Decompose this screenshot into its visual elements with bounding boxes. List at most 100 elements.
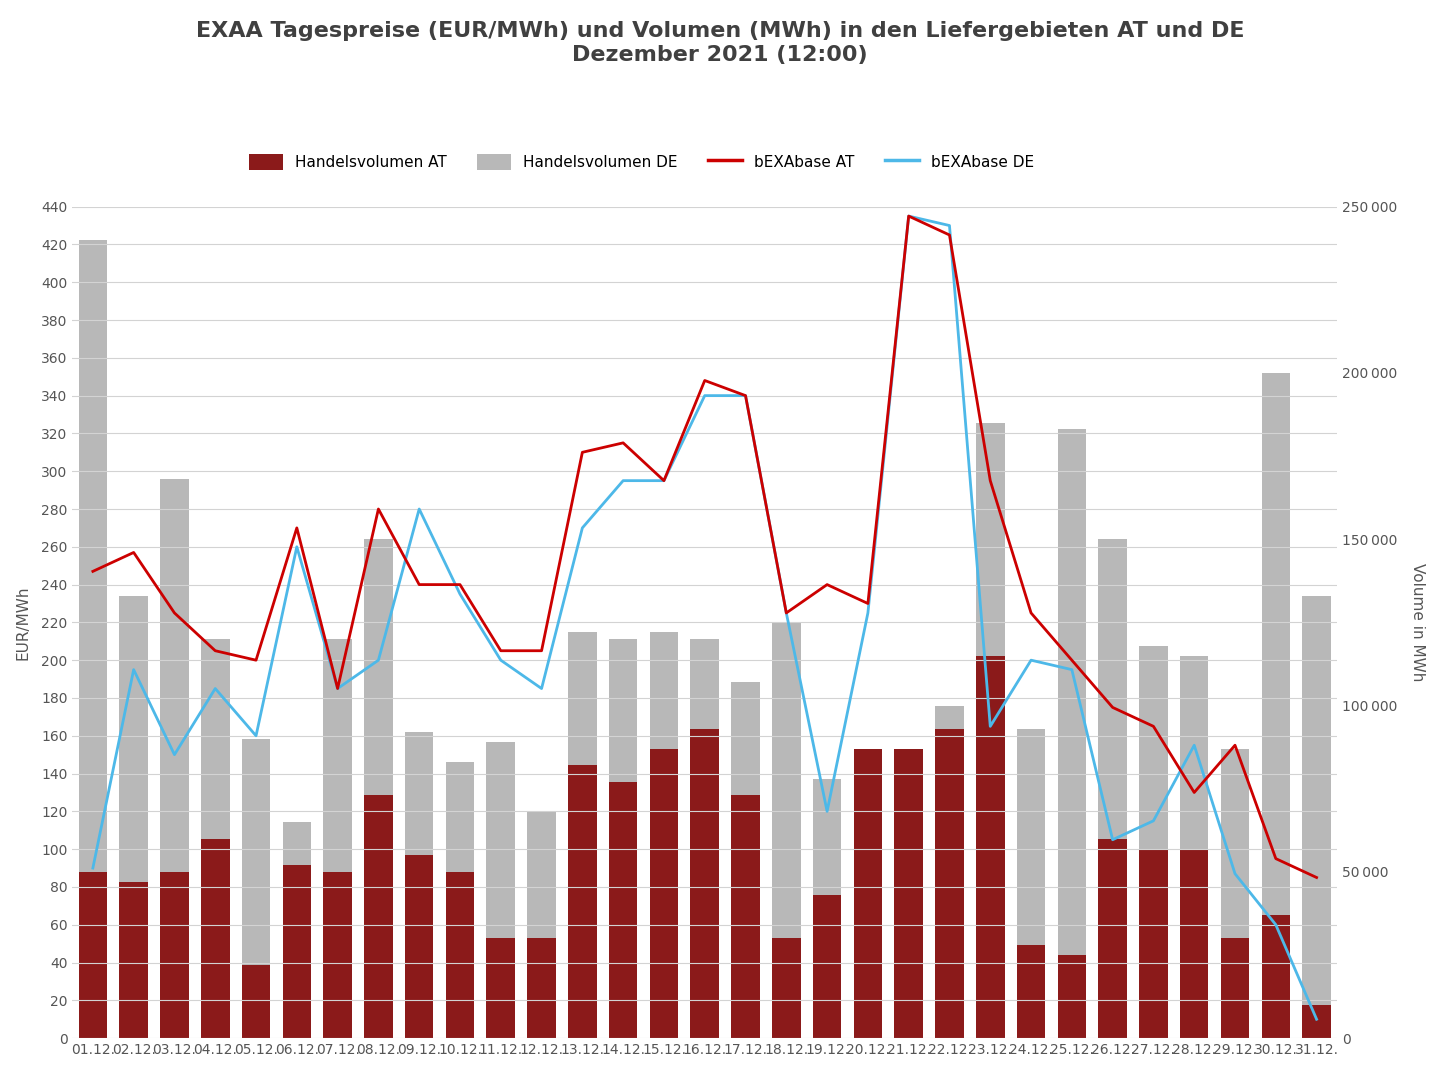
Bar	[976, 422, 1005, 1038]
bEXAbase AT	[84, 565, 101, 578]
bEXAbase DE	[982, 720, 999, 733]
Bar	[1261, 373, 1290, 1038]
Bar	[1139, 849, 1168, 1038]
Bar	[569, 632, 596, 1038]
Bar	[120, 596, 148, 1038]
bEXAbase DE	[778, 607, 795, 620]
bEXAbase DE	[1145, 815, 1162, 828]
bEXAbase AT	[900, 210, 917, 223]
Bar	[1057, 430, 1086, 1038]
bEXAbase DE	[655, 474, 672, 487]
bEXAbase DE	[248, 729, 265, 742]
bEXAbase AT	[778, 607, 795, 620]
Bar	[854, 748, 883, 1038]
Bar	[812, 895, 841, 1038]
Bar	[79, 872, 107, 1038]
Line: bEXAbase DE: bEXAbase DE	[92, 217, 1316, 1019]
Bar	[1099, 539, 1128, 1038]
bEXAbase DE	[1308, 1013, 1325, 1026]
Bar	[854, 772, 883, 1038]
bEXAbase AT	[1104, 701, 1122, 714]
Bar	[690, 639, 719, 1038]
Bar	[282, 822, 311, 1038]
Bar	[1099, 838, 1128, 1038]
Bar	[202, 838, 229, 1038]
bEXAbase DE	[533, 682, 550, 695]
bEXAbase DE	[1104, 833, 1122, 846]
bEXAbase DE	[1063, 664, 1080, 676]
Bar	[1139, 645, 1168, 1038]
Bar	[772, 938, 801, 1038]
bEXAbase AT	[655, 474, 672, 487]
Bar	[324, 872, 351, 1038]
Bar	[120, 882, 148, 1038]
bEXAbase AT	[1145, 720, 1162, 733]
Bar	[772, 623, 801, 1038]
Bar	[569, 765, 596, 1038]
bEXAbase DE	[84, 862, 101, 875]
Y-axis label: EUR/MWh: EUR/MWh	[14, 585, 30, 659]
bEXAbase AT	[982, 474, 999, 487]
Bar	[1179, 656, 1208, 1038]
Bar	[487, 742, 516, 1038]
Bar	[364, 539, 393, 1038]
bEXAbase DE	[696, 389, 713, 402]
Bar	[1017, 729, 1045, 1038]
Bar	[609, 639, 638, 1038]
bEXAbase DE	[1227, 867, 1244, 880]
Bar	[242, 965, 271, 1038]
bEXAbase AT	[1185, 786, 1202, 799]
Bar	[527, 938, 556, 1038]
Bar	[1261, 915, 1290, 1038]
bEXAbase AT	[1267, 852, 1284, 865]
bEXAbase AT	[1308, 872, 1325, 884]
bEXAbase AT	[1063, 654, 1080, 667]
Bar	[690, 729, 719, 1038]
Bar	[1221, 938, 1250, 1038]
Bar	[649, 632, 678, 1038]
bEXAbase DE	[1022, 654, 1040, 667]
bEXAbase DE	[615, 474, 632, 487]
Bar	[527, 812, 556, 1038]
bEXAbase DE	[206, 682, 223, 695]
bEXAbase AT	[860, 597, 877, 610]
Bar	[1017, 946, 1045, 1038]
Bar	[242, 739, 271, 1038]
bEXAbase DE	[860, 607, 877, 620]
bEXAbase DE	[125, 664, 143, 676]
Bar	[282, 865, 311, 1038]
bEXAbase AT	[573, 446, 590, 459]
Bar	[732, 795, 760, 1038]
bEXAbase DE	[166, 748, 183, 761]
bEXAbase AT	[248, 654, 265, 667]
bEXAbase AT	[818, 578, 835, 591]
Text: EXAA Tagespreise (EUR/MWh) und Volumen (MWh) in den Liefergebieten AT und DE
Dez: EXAA Tagespreise (EUR/MWh) und Volumen (…	[196, 21, 1244, 64]
Bar	[364, 795, 393, 1038]
Bar	[894, 748, 923, 1038]
bEXAbase DE	[1267, 919, 1284, 932]
Y-axis label: Volume in MWh: Volume in MWh	[1410, 563, 1426, 682]
bEXAbase DE	[410, 503, 428, 516]
bEXAbase AT	[288, 521, 305, 534]
bEXAbase AT	[206, 644, 223, 657]
Bar	[894, 772, 923, 1038]
Bar	[324, 639, 351, 1038]
Bar	[202, 639, 229, 1038]
Bar	[405, 732, 433, 1038]
Bar	[160, 479, 189, 1038]
Bar	[79, 240, 107, 1038]
bEXAbase DE	[737, 389, 755, 402]
bEXAbase AT	[410, 578, 428, 591]
Bar	[935, 705, 963, 1038]
bEXAbase DE	[1185, 739, 1202, 751]
Bar	[732, 682, 760, 1038]
bEXAbase AT	[125, 546, 143, 559]
bEXAbase DE	[900, 210, 917, 223]
bEXAbase AT	[328, 682, 346, 695]
Bar	[446, 872, 474, 1038]
bEXAbase AT	[940, 228, 958, 241]
Bar	[405, 855, 433, 1038]
bEXAbase AT	[1022, 607, 1040, 620]
bEXAbase DE	[818, 805, 835, 818]
bEXAbase AT	[737, 389, 755, 402]
